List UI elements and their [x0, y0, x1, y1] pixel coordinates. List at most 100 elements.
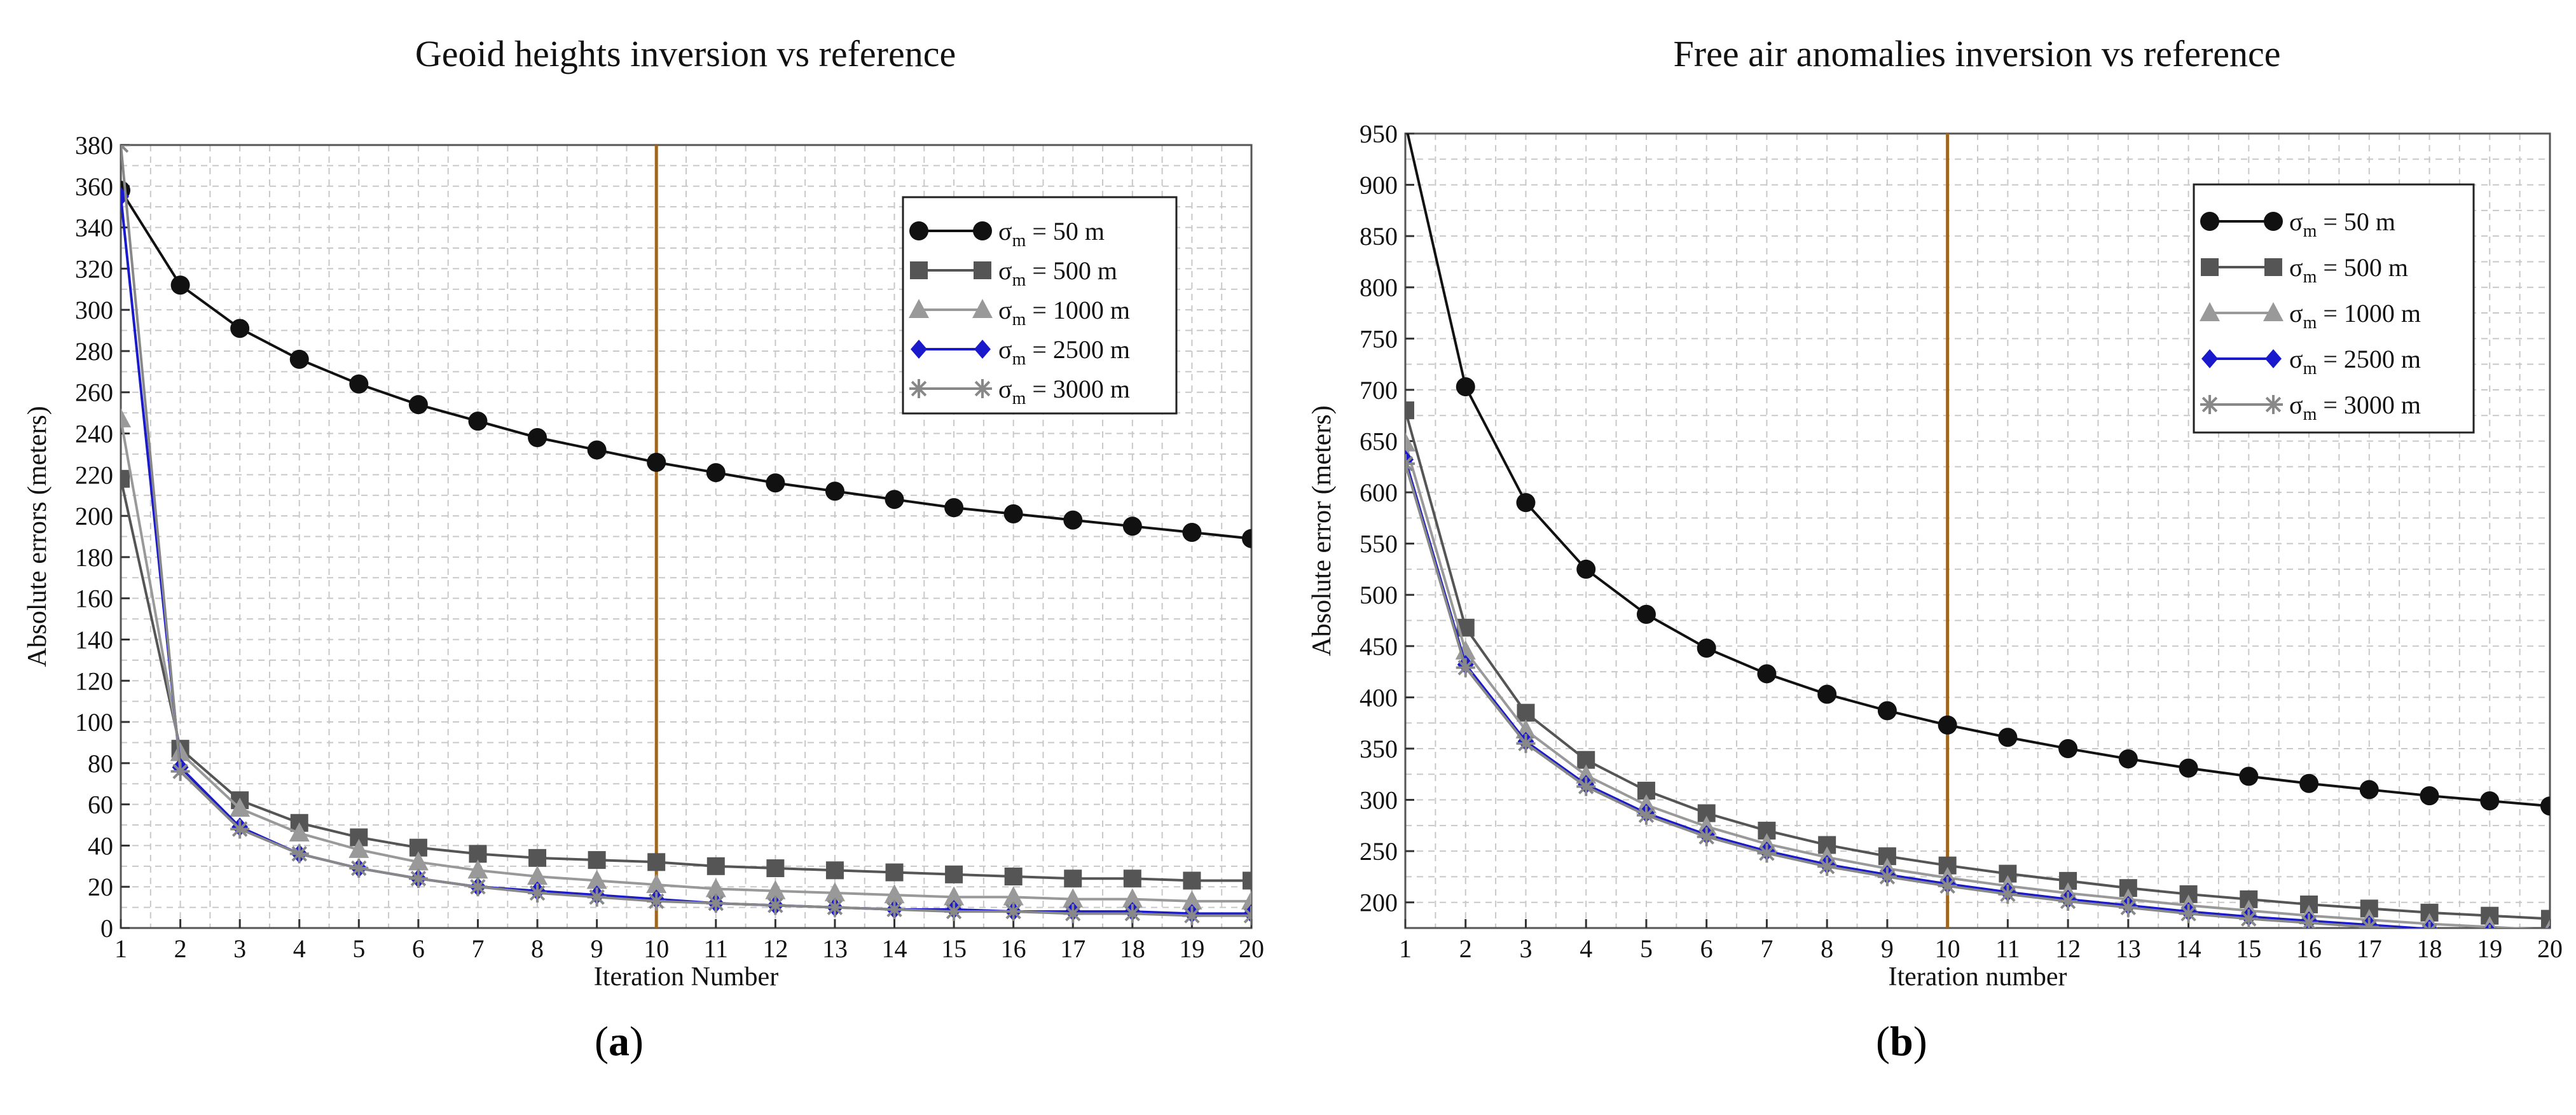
- data-point: [1003, 886, 1024, 906]
- legend-marker: [2263, 302, 2283, 321]
- data-point: [1242, 529, 1251, 548]
- caption-b-letter: b: [1889, 1018, 1913, 1065]
- legend-label: σm = 500 m: [2289, 253, 2408, 287]
- data-point: [170, 742, 191, 761]
- legend-marker: [911, 340, 927, 359]
- star-stroke: [1518, 735, 1534, 752]
- series-line: [1405, 459, 2435, 928]
- data-point: [408, 851, 429, 871]
- star-stroke: [1405, 462, 1414, 472]
- star-stroke: [351, 860, 367, 876]
- y-tick-label: 450: [1360, 632, 1398, 661]
- star-stroke: [648, 893, 665, 910]
- star-stroke: [2201, 396, 2218, 413]
- y-tick-label: 600: [1360, 478, 1398, 507]
- data-point: [2118, 749, 2138, 769]
- legend-label: σm = 50 m: [2289, 207, 2395, 241]
- data-point: [2420, 786, 2439, 806]
- legend-marker: [909, 379, 928, 398]
- data-point: [706, 894, 726, 913]
- legend-sub: m: [2303, 405, 2317, 424]
- y-tick-label: 60: [88, 791, 113, 819]
- star-stroke: [886, 901, 902, 918]
- data-point: [1817, 684, 1837, 704]
- data-point: [647, 452, 666, 472]
- legend-sigma: σ: [2289, 253, 2303, 282]
- legend-label: σm = 50 m: [998, 217, 1105, 251]
- data-point: [1242, 906, 1251, 925]
- legend-label: σm = 3000 m: [2289, 391, 2421, 424]
- legend-marker: [2200, 395, 2219, 414]
- star-stroke: [1184, 908, 1200, 924]
- data-point: [1123, 869, 1141, 888]
- y-tick-label: 400: [1360, 683, 1398, 712]
- data-point: [2480, 791, 2500, 811]
- legend-sub: m: [1012, 310, 1026, 329]
- legend-marker: [910, 261, 928, 279]
- star-stroke: [1124, 906, 1141, 922]
- data-point: [2482, 924, 2498, 928]
- x-axis-label: Iteration number: [1888, 962, 2067, 992]
- y-tick-label: 380: [75, 131, 113, 160]
- data-point: [766, 473, 785, 493]
- star-stroke: [121, 145, 129, 153]
- star-stroke: [2120, 899, 2137, 915]
- data-point: [587, 887, 607, 907]
- data-point: [1636, 604, 1656, 624]
- legend-sigma: σ: [998, 256, 1012, 285]
- x-tick-label: 9: [1881, 934, 1894, 963]
- x-tick-label: 10: [1935, 934, 1960, 963]
- star-stroke: [1243, 913, 1251, 924]
- x-tick-label: 19: [2477, 934, 2502, 963]
- legend-text: = 3000 m: [2317, 391, 2421, 419]
- data-point: [2239, 766, 2259, 786]
- star-stroke: [1939, 878, 1955, 894]
- x-tick-label: 19: [1179, 934, 1204, 963]
- star-stroke: [946, 903, 962, 920]
- data-point: [170, 761, 190, 781]
- star-stroke: [2366, 919, 2378, 928]
- x-tick-label: 15: [941, 934, 967, 963]
- legend-item: σm = 3000 m: [2200, 391, 2421, 424]
- star-stroke: [231, 821, 248, 837]
- x-tick-label: 3: [233, 934, 246, 963]
- y-tick-label: 360: [75, 172, 113, 201]
- x-tick-label: 20: [2537, 934, 2563, 963]
- data-point: [527, 866, 548, 885]
- y-tick-label: 80: [88, 749, 113, 778]
- legend-marker: [2265, 349, 2282, 368]
- y-tick-label: 280: [75, 337, 113, 366]
- x-tick-label: 4: [293, 934, 306, 963]
- data-point: [765, 880, 786, 899]
- series-4: [121, 145, 1251, 925]
- legend-marker: [972, 299, 993, 318]
- x-tick-label: 2: [174, 934, 187, 963]
- data-point: [1243, 871, 1251, 890]
- data-point: [2541, 910, 2550, 928]
- legend-marker: [2264, 395, 2283, 414]
- x-tick-label: 3: [1519, 934, 1532, 963]
- x-axis-label: Iteration Number: [594, 962, 778, 992]
- y-tick-label: 350: [1360, 735, 1398, 763]
- star-stroke: [1698, 829, 1714, 845]
- data-point: [1817, 857, 1837, 876]
- data-point: [1183, 871, 1201, 890]
- data-point: [2299, 773, 2319, 793]
- star-stroke: [2302, 915, 2317, 928]
- data-point: [230, 798, 251, 817]
- legend-marker: [974, 340, 991, 359]
- series-line: [1405, 463, 2403, 928]
- data-point: [1396, 114, 1415, 133]
- x-tick-label: 7: [471, 934, 484, 963]
- y-tick-label: 180: [75, 543, 113, 572]
- star-stroke: [708, 895, 724, 911]
- legend-text: = 50 m: [1026, 217, 1105, 246]
- x-tick-label: 15: [2236, 934, 2261, 963]
- data-point: [2118, 897, 2138, 917]
- data-point: [1877, 701, 1897, 721]
- data-point: [825, 897, 844, 917]
- plot-frame: [1404, 132, 2551, 929]
- data-point: [1517, 703, 1535, 722]
- data-point: [1063, 510, 1083, 530]
